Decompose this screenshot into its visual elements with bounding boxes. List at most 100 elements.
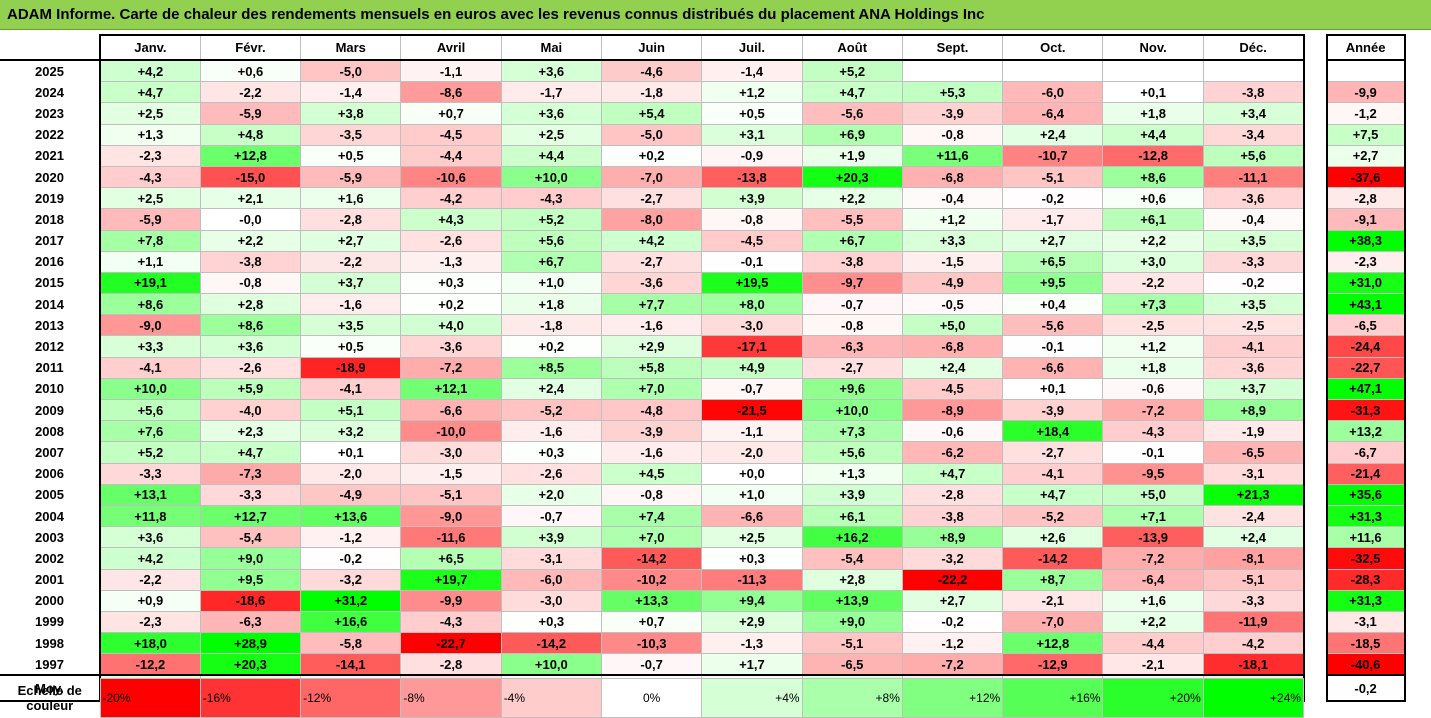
heat-cell: +5,2 bbox=[98, 441, 201, 464]
heat-cell: -10,7 bbox=[1002, 144, 1103, 167]
heat-cell: -5,9 bbox=[98, 208, 201, 230]
heat-cell: +0,0 bbox=[701, 462, 803, 485]
heat-cell: +7,0 bbox=[600, 377, 702, 400]
heat-cell: -5,0 bbox=[300, 59, 401, 82]
heat-cell: +10,0 bbox=[98, 377, 201, 400]
heat-cell: -7,3 bbox=[199, 462, 301, 485]
year-row: 2017 +7,8 +2,2 +2,7 -2,6 +5,6 +4,2 -4,5 +6,7 +3,3… bbox=[0, 229, 1406, 252]
heat-cell: +4,7 bbox=[901, 462, 1003, 485]
heat-cell: +12,8 bbox=[1002, 632, 1103, 654]
heat-cell: -0,1 bbox=[1102, 441, 1204, 464]
annual-cell: +35,6 bbox=[1325, 483, 1406, 506]
heat-cell: -7,2 bbox=[400, 356, 502, 379]
heat-cell: +3,5 bbox=[1202, 293, 1305, 315]
heat-cell: +8,5 bbox=[500, 356, 602, 379]
heat-cell: -1,7 bbox=[500, 81, 602, 103]
color-scale-stop: +12% bbox=[901, 678, 1004, 718]
heat-cell: -2,3 bbox=[98, 144, 201, 167]
annual-cell: -21,4 bbox=[1325, 462, 1406, 485]
heat-cell: +8,6 bbox=[1102, 165, 1204, 188]
heat-cell: -7,0 bbox=[600, 165, 702, 188]
heat-cell: -2,6 bbox=[199, 356, 301, 379]
month-header: Mai bbox=[500, 34, 602, 61]
heat-cell: +2,9 bbox=[600, 335, 702, 358]
heat-cell: -5,1 bbox=[1202, 568, 1305, 591]
heat-cell: -12,9 bbox=[1002, 653, 1103, 676]
year-row: 1999 -2,3 -6,3 +16,6 -4,3 +0,3 +0,7 +2,9 +9,0 -0,… bbox=[0, 610, 1406, 633]
heat-cell: +1,6 bbox=[300, 187, 401, 209]
column-gap bbox=[1303, 632, 1327, 654]
heat-cell: +5,1 bbox=[300, 398, 401, 421]
year-row: 2008 +7,6 +2,3 +3,2 -10,0 -1,6 -3,9 -1,1 +7,3 -0,… bbox=[0, 420, 1406, 442]
heat-cell: -3,3 bbox=[199, 483, 301, 506]
heat-cell: +4,4 bbox=[1102, 123, 1204, 146]
column-gap bbox=[1303, 230, 1327, 252]
heat-cell: -1,5 bbox=[901, 250, 1003, 273]
heat-cell: -0,2 bbox=[1002, 187, 1103, 209]
color-scale-stop: +8% bbox=[801, 678, 903, 718]
heat-cell: -0,4 bbox=[901, 187, 1003, 209]
heat-cell: +4,7 bbox=[199, 441, 301, 464]
heat-cell: -14,1 bbox=[300, 653, 401, 676]
column-gap bbox=[1303, 357, 1327, 379]
heat-cell: +13,6 bbox=[300, 504, 401, 527]
heat-cell: +11,8 bbox=[98, 504, 201, 527]
annual-cell: -31,3 bbox=[1325, 398, 1406, 421]
column-gap bbox=[1303, 272, 1327, 294]
year-label: 1998 bbox=[35, 635, 64, 651]
heat-cell: +5,6 bbox=[500, 229, 602, 252]
year-label: 2024 bbox=[35, 84, 64, 100]
heat-cell: -4,4 bbox=[1102, 632, 1204, 654]
annual-cell: -22,7 bbox=[1325, 356, 1406, 379]
year-label: 2021 bbox=[35, 148, 64, 164]
heat-cell: -3,0 bbox=[701, 314, 803, 336]
heat-cell: +5,3 bbox=[901, 81, 1003, 103]
heat-cell: -9,7 bbox=[801, 271, 903, 294]
heat-cell: +3,1 bbox=[701, 123, 803, 146]
heat-cell: +2,1 bbox=[199, 187, 301, 209]
heat-cell: -1,2 bbox=[300, 526, 401, 548]
heat-cell: -2,7 bbox=[1002, 441, 1103, 464]
heat-cell: -6,3 bbox=[199, 610, 301, 633]
heat-cell: -2,7 bbox=[600, 187, 702, 209]
heat-cell: +10,0 bbox=[500, 653, 602, 676]
heat-cell: -4,8 bbox=[600, 398, 702, 421]
heat-cell: -5,6 bbox=[801, 102, 903, 125]
heat-cell: -0,8 bbox=[199, 271, 301, 294]
year-label: 2006 bbox=[35, 466, 64, 482]
heat-cell: +13,3 bbox=[600, 589, 702, 612]
heat-cell: -18,9 bbox=[300, 356, 401, 379]
heat-cell: -2,3 bbox=[98, 610, 201, 633]
annual-cell: -6,7 bbox=[1325, 441, 1406, 464]
heat-cell: -3,3 bbox=[1202, 250, 1305, 273]
annual-cell: +2,7 bbox=[1325, 144, 1406, 167]
annual-cell: +7,5 bbox=[1325, 123, 1406, 146]
heat-cell: +7,7 bbox=[600, 293, 702, 315]
heat-cell: -0,1 bbox=[701, 250, 803, 273]
heat-cell: +0,3 bbox=[701, 547, 803, 569]
column-gap bbox=[1303, 463, 1327, 485]
heat-cell: +7,3 bbox=[801, 420, 903, 442]
annual-cell: -3,1 bbox=[1325, 610, 1406, 633]
heat-cell: +19,5 bbox=[701, 271, 803, 294]
heat-cell: -2,0 bbox=[300, 462, 401, 485]
heat-cell: +28,9 bbox=[199, 632, 301, 654]
heat-cell: +2,7 bbox=[300, 229, 401, 252]
annual-cell: -6,5 bbox=[1325, 314, 1406, 336]
heat-cell: -7,0 bbox=[1002, 610, 1103, 633]
heat-cell: -11,3 bbox=[701, 568, 803, 591]
heat-cell: +2,2 bbox=[801, 187, 903, 209]
heat-cell: -5,5 bbox=[801, 208, 903, 230]
heat-cell: -13,8 bbox=[701, 165, 803, 188]
heat-cell: -5,9 bbox=[300, 165, 401, 188]
heat-cell: -18,6 bbox=[199, 589, 301, 612]
annual-cell: +11,6 bbox=[1325, 526, 1406, 548]
heat-cell: -8,6 bbox=[400, 81, 502, 103]
heat-cell: -6,6 bbox=[701, 504, 803, 527]
heat-cell: +3,2 bbox=[300, 420, 401, 442]
year-label: 2015 bbox=[35, 275, 64, 291]
month-header: Mars bbox=[300, 34, 401, 61]
year-row: 2005 +13,1 -3,3 -4,9 -5,1 +2,0 -0,8 +1,0 +3,9 -2,… bbox=[0, 483, 1406, 506]
heat-cell: -0,5 bbox=[901, 293, 1003, 315]
heat-cell: +7,6 bbox=[98, 420, 201, 442]
